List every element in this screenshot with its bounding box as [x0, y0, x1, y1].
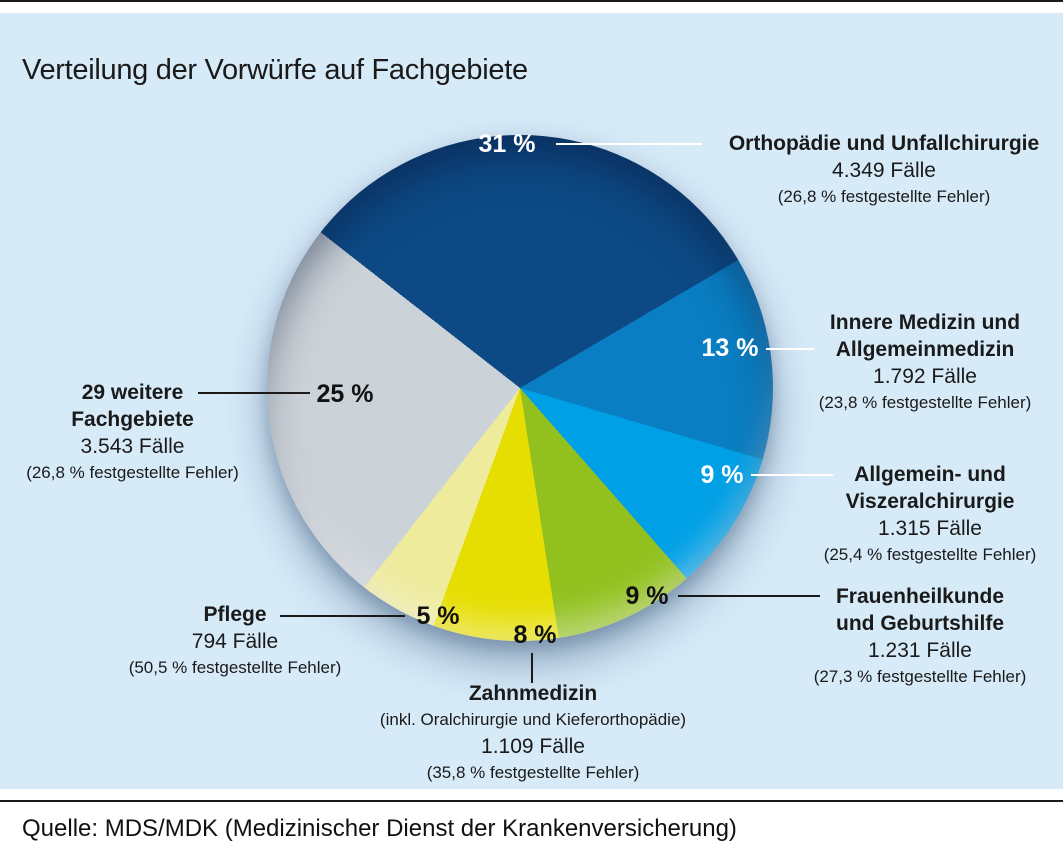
label-zahnmedizin: Zahnmedizin (inkl. Oralchirurgie und Kie… [333, 680, 733, 786]
percent-label-orthopaedie: 31 % [478, 130, 536, 158]
slice-error-rate: (35,8 % festgestellte Fehler) [426, 763, 640, 782]
slice-cases: 794 Fälle [191, 630, 279, 653]
pie-chart [267, 135, 773, 641]
leader-line-weitere-fachgebiete [198, 392, 310, 394]
slice-cases: 1.792 Fälle [873, 365, 977, 388]
slice-error-rate: (26,8 % festgestellte Fehler) [777, 187, 991, 206]
leader-line-innere-medizin [766, 348, 814, 350]
percent-label-pflege: 5 % [416, 602, 460, 630]
leader-line-pflege [280, 615, 405, 617]
top-border-line [0, 0, 1063, 2]
leader-line-zahnmedizin [531, 653, 533, 683]
slice-name: Pflege [203, 603, 267, 626]
percent-label-frauenheilkunde: 9 % [625, 582, 669, 610]
slice-error-rate: (50,5 % festgestellte Fehler) [128, 658, 342, 677]
divider-line [0, 800, 1063, 802]
slice-cases: 3.543 Fälle [80, 435, 185, 458]
slice-error-rate: (23,8 % festgestellte Fehler) [818, 393, 1032, 412]
slice-name: Orthopädie und Unfallchirurgie [728, 132, 1040, 155]
slice-cases: 1.231 Fälle [868, 639, 972, 662]
slice-name: Zahnmedizin [468, 682, 598, 705]
slice-name: Viszeralchirurgie [845, 490, 1015, 513]
slice-name: Allgemeinmedizin [835, 338, 1015, 361]
slice-name: Fachgebiete [71, 408, 194, 431]
percent-label-weitere-fachgebiete: 25 % [316, 380, 374, 408]
label-innere-medizin: Innere Medizin und Allgemeinmedizin 1.79… [775, 309, 1063, 416]
percent-label-zahnmedizin: 8 % [513, 621, 557, 649]
slice-cases: 1.315 Fälle [878, 517, 982, 540]
leader-line-orthopaedie [556, 143, 702, 145]
label-pflege: Pflege 794 Fälle (50,5 % festgestellte F… [85, 601, 385, 681]
slice-name: Allgemein- und [854, 463, 1006, 486]
percent-label-viszeralchirurgie: 9 % [700, 461, 744, 489]
label-weitere-fachgebiete: 29 weitere Fachgebiete 3.543 Fälle (26,8… [5, 379, 260, 486]
slice-error-rate: (27,3 % festgestellte Fehler) [813, 667, 1027, 686]
leader-line-viszeralchirurgie [751, 474, 833, 476]
slice-error-rate: (25,4 % festgestellte Fehler) [823, 545, 1037, 564]
slice-cases: 1.109 Fälle [481, 735, 585, 758]
slice-name: 29 weitere [81, 381, 184, 404]
percent-label-innere-medizin: 13 % [701, 334, 759, 362]
source-text: Quelle: MDS/MDK (Medizinischer Dienst de… [22, 815, 737, 842]
slice-subtitle: (inkl. Oralchirurgie und Kieferorthopädi… [379, 710, 687, 729]
slice-cases: 4.349 Fälle [832, 159, 936, 182]
leader-line-frauenheilkunde [678, 595, 820, 597]
label-frauenheilkunde: Frauenheilkunde und Geburtshilfe 1.231 F… [770, 583, 1063, 690]
chart-panel: Verteilung der Vorwürfe auf Fachgebiete … [0, 13, 1063, 789]
slice-error-rate: (26,8 % festgestellte Fehler) [26, 463, 239, 482]
slice-name: Innere Medizin und [829, 311, 1021, 334]
slice-name: Frauenheilkunde [835, 585, 1005, 608]
slice-name: und Geburtshilfe [836, 612, 1004, 635]
chart-title: Verteilung der Vorwürfe auf Fachgebiete [22, 54, 528, 86]
label-viszeralchirurgie: Allgemein- und Viszeralchirurgie 1.315 F… [780, 461, 1063, 568]
label-orthopaedie: Orthopädie und Unfallchirurgie 4.349 Fäl… [704, 130, 1063, 210]
